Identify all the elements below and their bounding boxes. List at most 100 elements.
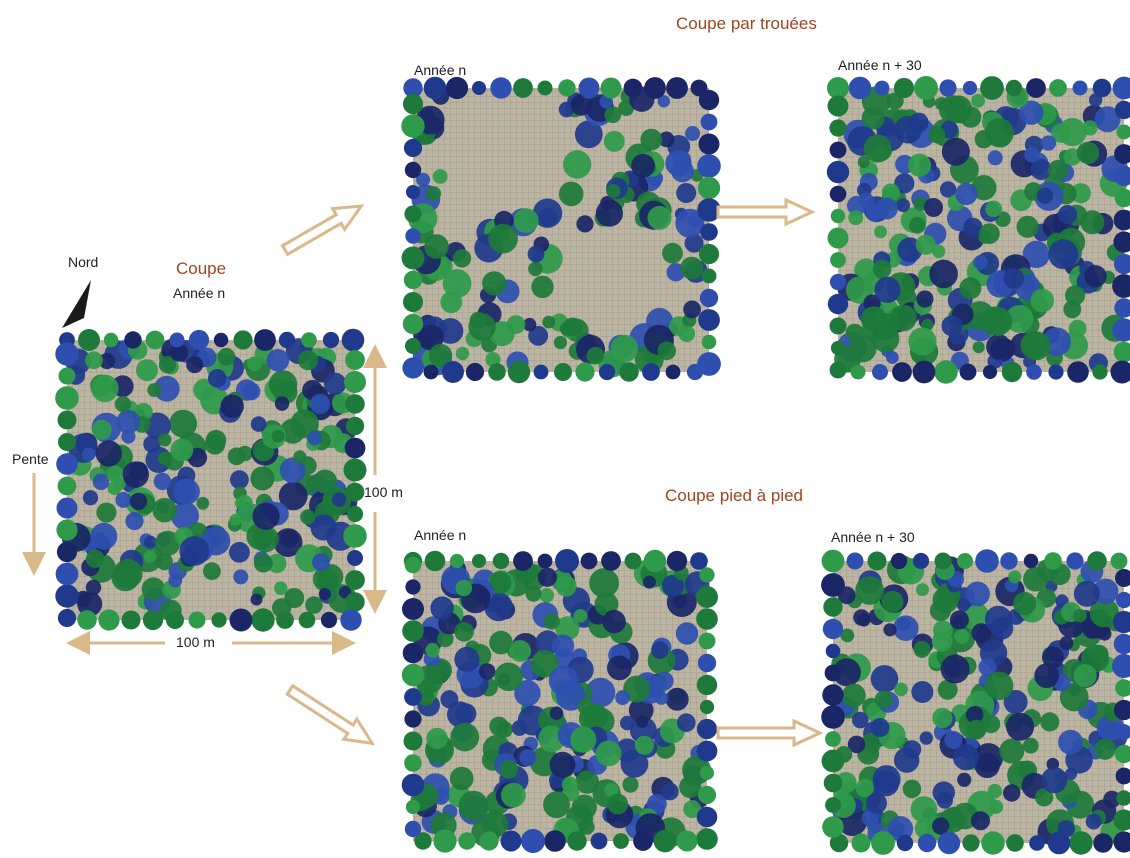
tree-crown [1059,682,1089,712]
plot-gap-year-n [401,76,721,384]
tree-crown [300,509,316,525]
tree-crown [827,227,849,249]
tree-crown [675,208,705,238]
tree-crown [1115,569,1130,587]
tree-crown [499,760,519,779]
tree-crown [85,549,105,568]
tree-crown [1113,699,1130,721]
tree-crown [405,338,421,354]
tree-crown [936,792,953,809]
tree-crown [91,419,112,440]
tree-crown [874,690,893,709]
tree-crown [607,793,629,815]
tree-crown [1047,831,1071,855]
cut-title: Coupe [176,259,227,278]
tree-crown [452,249,472,268]
tree-crown [217,347,236,366]
tree-crown [403,270,423,290]
tree-crown [881,590,904,613]
tree-crown [98,609,120,631]
tree-crown [1048,159,1069,181]
tree-crown [697,176,721,200]
tree-crown [873,770,900,797]
tree-crown [85,351,103,370]
tree-crown [553,336,568,350]
tree-crown [657,95,670,108]
tree-crown [1022,240,1050,269]
tree-crown [251,608,275,632]
arrow-gap-to-year-n30 [716,197,816,227]
tree-crown [570,726,597,753]
tree-crown [455,346,470,361]
tree-crown [902,779,922,799]
tree-crown [931,631,953,652]
tree-crown [1030,158,1052,181]
tree-crown [1041,767,1068,794]
tree-crown [143,535,157,549]
tree-crown [676,183,697,203]
tree-crown [274,581,288,596]
tree-crown [851,833,871,853]
tree-crown [116,409,141,434]
tree-crown [531,275,554,299]
tree-crown [1115,679,1130,697]
tree-crown [267,553,287,574]
tree-crown [657,341,677,361]
tree-crown [525,585,542,602]
tree-crown [863,134,892,163]
tree-crown [82,490,99,506]
tree-crown [489,716,509,736]
tree-crown [77,610,97,630]
tree-crown [855,778,874,798]
tree-crown [276,611,294,629]
tree-crown [401,663,425,687]
tree-crown [924,198,943,217]
tree-crown [829,361,847,379]
tree-crown [855,576,884,605]
tree-crown [1008,570,1022,584]
tree-crown [966,706,984,724]
tree-crown [78,329,100,351]
tree-crown [1063,148,1082,166]
tree-crown [978,658,997,677]
tree-crown [595,199,624,227]
tree-crown [298,350,318,371]
tree-crown [861,809,879,827]
tree-year-n-label: Année n [414,527,467,543]
tree-crown [990,616,1014,640]
tree-crown [570,94,593,116]
tree-crown [458,790,489,821]
slope-label: Pente [12,451,49,467]
tree-crown [825,731,841,747]
tree-crown [604,783,619,798]
tree-crown [1094,106,1121,133]
tree-crown [822,684,844,706]
tree-crown [1070,183,1091,204]
tree-crown [55,562,79,586]
tree-crown [484,592,513,622]
tree-crown [114,396,131,413]
tree-crown [1093,609,1108,623]
tree-crown [293,450,307,464]
tree-crown [1057,205,1078,225]
tree-crown [57,476,77,496]
tree-crown [957,772,972,787]
tree-crown [544,830,566,852]
tree-crown [522,317,537,332]
tree-crown [252,502,280,530]
tree-crown [1026,78,1046,98]
tree-crown [874,276,901,303]
tree-crown [549,706,564,720]
tree-crown [193,378,216,402]
tree-crown [642,363,660,381]
tree-crown [600,77,622,99]
tree-crown [478,663,496,680]
dimension-horizontal-label: 100 m [176,634,215,650]
tree-crown [345,592,365,612]
tree-crown [824,664,842,682]
tree-crown [1029,835,1045,851]
tree-crown [442,269,472,298]
tree-crown [929,259,958,289]
tree-crown [655,671,674,691]
tree-crown [971,623,991,643]
